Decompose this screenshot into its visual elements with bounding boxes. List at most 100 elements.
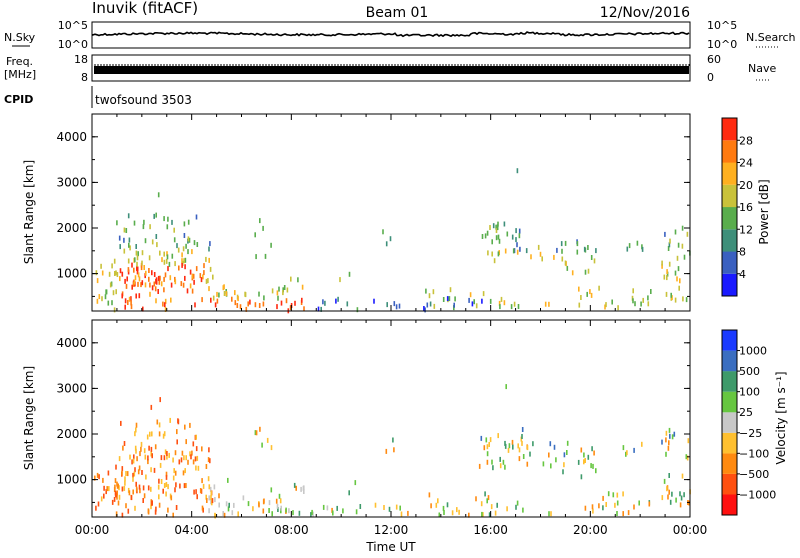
velocity-echo (120, 420, 122, 426)
power-echo (516, 249, 519, 255)
velocity-echo (661, 439, 663, 445)
velocity-echo (478, 463, 481, 469)
power-echo (578, 286, 580, 292)
power-echo (129, 245, 131, 251)
power-echo (185, 243, 187, 249)
power-echo (111, 263, 113, 269)
power-echo (218, 292, 220, 298)
velocity-echo (492, 465, 494, 471)
velocity-echo (167, 484, 169, 490)
power-echo (177, 247, 180, 253)
power-echo (182, 282, 185, 288)
velocity-echo (616, 511, 618, 516)
velocity-echo (149, 431, 151, 437)
power-echo (216, 298, 219, 304)
power-echo (130, 300, 132, 306)
velocity-echo (616, 500, 619, 506)
velocity-echo (163, 483, 166, 488)
power-echo (166, 224, 169, 230)
velocity-echo (167, 507, 169, 513)
power-colorbar-swatch (722, 140, 737, 163)
velocity-echo (172, 457, 174, 463)
velocity-echo (170, 495, 173, 501)
velocity-echo (154, 509, 157, 515)
power-echo (647, 295, 649, 301)
power-echo (515, 237, 517, 243)
velocity-echo (550, 463, 552, 469)
power-echo (133, 267, 135, 273)
velocity-echo (521, 434, 523, 439)
velocity-echo (258, 502, 260, 508)
power-echo (503, 300, 506, 306)
velocity-echo (395, 504, 398, 510)
velocity-echo (288, 508, 290, 514)
power-echo (245, 306, 248, 312)
power-echo (209, 266, 212, 272)
velocity-echo (118, 494, 121, 500)
power-echo (518, 228, 521, 234)
velocity-echo (129, 454, 131, 460)
velocity-echo (443, 510, 445, 515)
velocity-echo (507, 447, 510, 453)
velocity-echo (385, 448, 388, 454)
power-echo (130, 304, 133, 310)
velocity-echo (146, 434, 149, 440)
power-echo (276, 290, 279, 296)
power-echo (674, 297, 677, 303)
power-echo (423, 306, 425, 311)
x-tick-label: 16:00 (473, 523, 508, 537)
power-echo (258, 291, 260, 297)
power-echo (162, 301, 164, 307)
power-echo (111, 300, 113, 306)
power-echo (203, 270, 205, 276)
velocity-echo (95, 505, 97, 511)
velocity-echo (132, 489, 134, 495)
velocity-echo (166, 454, 168, 460)
power-echo (259, 218, 261, 224)
velocity-colorbar-tick-label: 25 (739, 406, 753, 419)
velocity-echo (114, 490, 117, 496)
power-echo (144, 282, 147, 288)
power-echo (186, 288, 189, 294)
power-echo (166, 254, 169, 260)
power-echo (223, 284, 225, 290)
power-echo (214, 302, 217, 308)
power-echo (271, 288, 274, 294)
velocity-echo (388, 506, 391, 512)
velocity-echo (175, 482, 177, 488)
velocity-echo (489, 437, 492, 443)
velocity-colorbar-tick-label: −500 (739, 468, 769, 481)
velocity-echo (435, 502, 438, 508)
power-echo (144, 238, 147, 244)
velocity-echo (622, 491, 624, 497)
velocity-echo (587, 454, 590, 460)
velocity-echo (196, 455, 199, 461)
velocity-echo (504, 443, 507, 449)
velocity-echo (213, 484, 216, 490)
velocity-echo (522, 507, 524, 513)
velocity-echo (592, 508, 594, 514)
velocity-echo (210, 490, 213, 496)
power-echo (149, 224, 151, 230)
velocity-echo (312, 511, 314, 517)
velocity-echo (446, 502, 449, 508)
velocity-echo (542, 461, 545, 467)
velocity-echo (566, 440, 569, 446)
velocity-echo (428, 492, 431, 498)
velocity-echo (261, 442, 263, 448)
power-echo (556, 247, 558, 253)
power-echo (114, 271, 116, 276)
power-echo (566, 265, 569, 271)
velocity-echo (182, 470, 185, 476)
velocity-echo (270, 487, 273, 493)
power-echo (322, 299, 324, 305)
velocity-echo (130, 495, 133, 501)
velocity-echo (122, 445, 124, 451)
power-echo (561, 256, 564, 262)
velocity-echo (134, 505, 136, 511)
power-echo (482, 291, 485, 297)
velocity-echo (580, 474, 583, 480)
velocity-echo (155, 506, 157, 512)
velocity-echo (163, 431, 166, 437)
